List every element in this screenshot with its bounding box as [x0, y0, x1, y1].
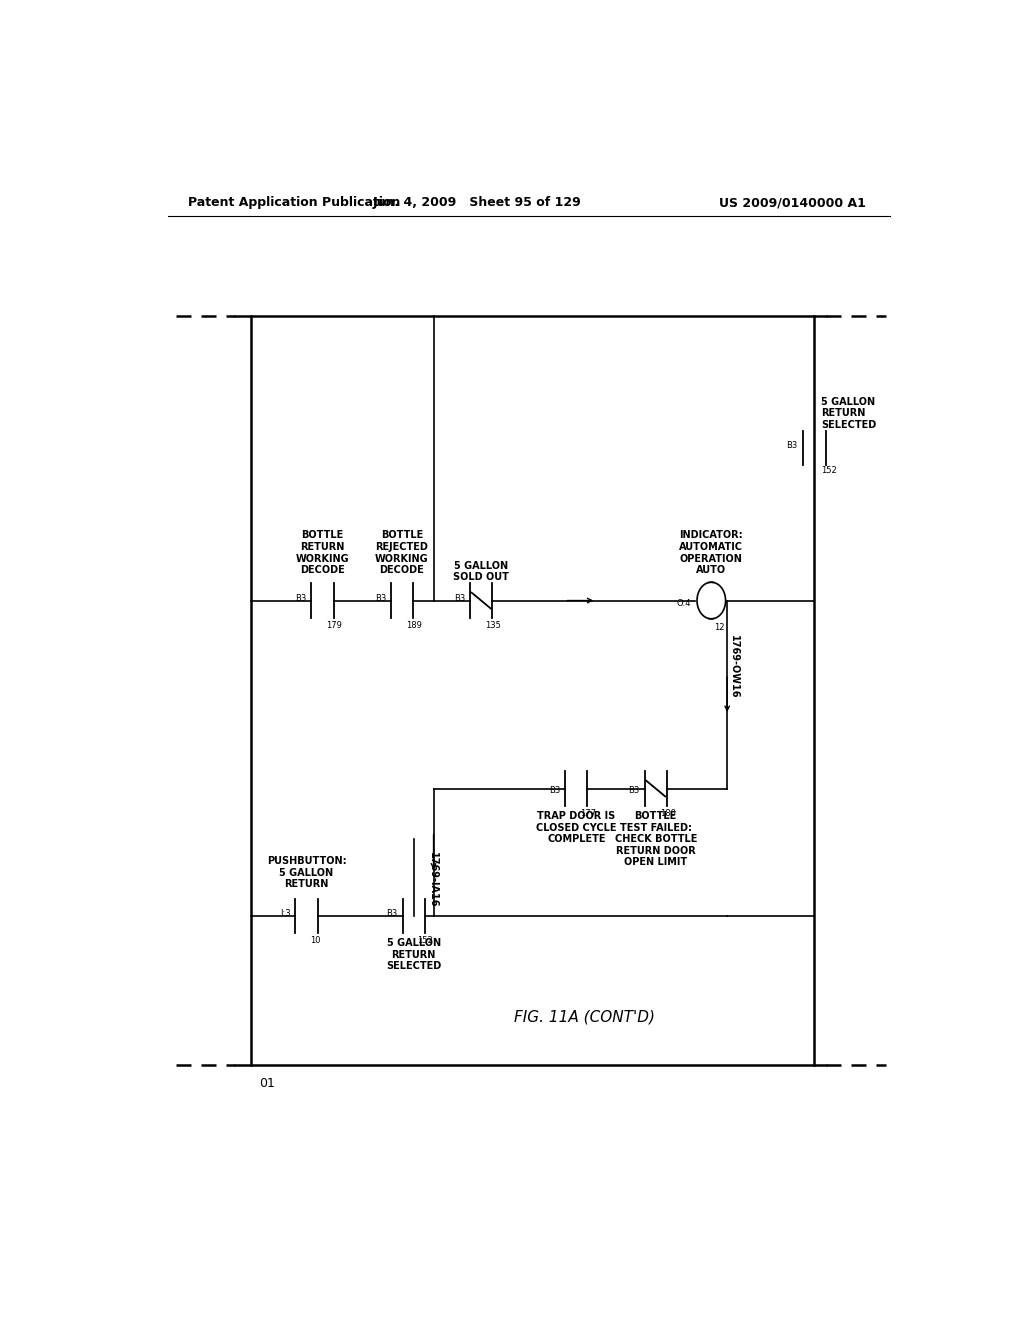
- Text: TRAP DOOR IS
CLOSED CYCLE
COMPLETE: TRAP DOOR IS CLOSED CYCLE COMPLETE: [537, 810, 616, 843]
- Text: 12: 12: [714, 623, 724, 632]
- Text: B3: B3: [454, 594, 465, 603]
- Text: PUSHBUTTON:
5 GALLON
RETURN: PUSHBUTTON: 5 GALLON RETURN: [266, 855, 346, 890]
- Text: 5 GALLON
SOLD OUT: 5 GALLON SOLD OUT: [454, 561, 509, 582]
- Text: BOTTLE
RETURN
WORKING
DECODE: BOTTLE RETURN WORKING DECODE: [296, 531, 349, 576]
- Text: 189: 189: [406, 620, 422, 630]
- Text: 135: 135: [485, 620, 501, 630]
- Text: 1769-IA16: 1769-IA16: [428, 853, 438, 908]
- Text: 152: 152: [821, 466, 837, 475]
- Text: B3: B3: [387, 909, 397, 919]
- Text: B3: B3: [785, 441, 797, 450]
- Text: B3: B3: [629, 787, 640, 795]
- Text: INDICATOR:
AUTOMATIC
OPERATION
AUTO: INDICATOR: AUTOMATIC OPERATION AUTO: [679, 531, 743, 576]
- Text: BOTTLE
TEST FAILED:
CHECK BOTTLE
RETURN DOOR
OPEN LIMIT: BOTTLE TEST FAILED: CHECK BOTTLE RETURN …: [614, 810, 697, 867]
- Text: BOTTLE
REJECTED
WORKING
DECODE: BOTTLE REJECTED WORKING DECODE: [375, 531, 429, 576]
- Text: 1769-OW16: 1769-OW16: [729, 635, 738, 698]
- Text: B3: B3: [375, 594, 386, 603]
- Text: 152: 152: [417, 936, 432, 945]
- Text: Jun. 4, 2009   Sheet 95 of 129: Jun. 4, 2009 Sheet 95 of 129: [373, 195, 582, 209]
- Text: US 2009/0140000 A1: US 2009/0140000 A1: [719, 195, 866, 209]
- Text: 5 GALLON
RETURN
SELECTED: 5 GALLON RETURN SELECTED: [821, 396, 877, 430]
- Text: 10: 10: [309, 936, 321, 945]
- Text: 179: 179: [327, 620, 342, 630]
- Text: FIG. 11A (CONT'D): FIG. 11A (CONT'D): [514, 1010, 654, 1024]
- Text: Patent Application Publication: Patent Application Publication: [187, 195, 400, 209]
- Text: 5 GALLON
RETURN
SELECTED: 5 GALLON RETURN SELECTED: [386, 939, 441, 972]
- Text: B3: B3: [549, 787, 560, 795]
- Text: O:4: O:4: [677, 599, 691, 609]
- Text: B3: B3: [295, 594, 306, 603]
- Text: I:3: I:3: [280, 909, 291, 919]
- Text: 01: 01: [259, 1077, 274, 1090]
- Text: 180: 180: [659, 809, 676, 818]
- Text: 177: 177: [581, 809, 596, 818]
